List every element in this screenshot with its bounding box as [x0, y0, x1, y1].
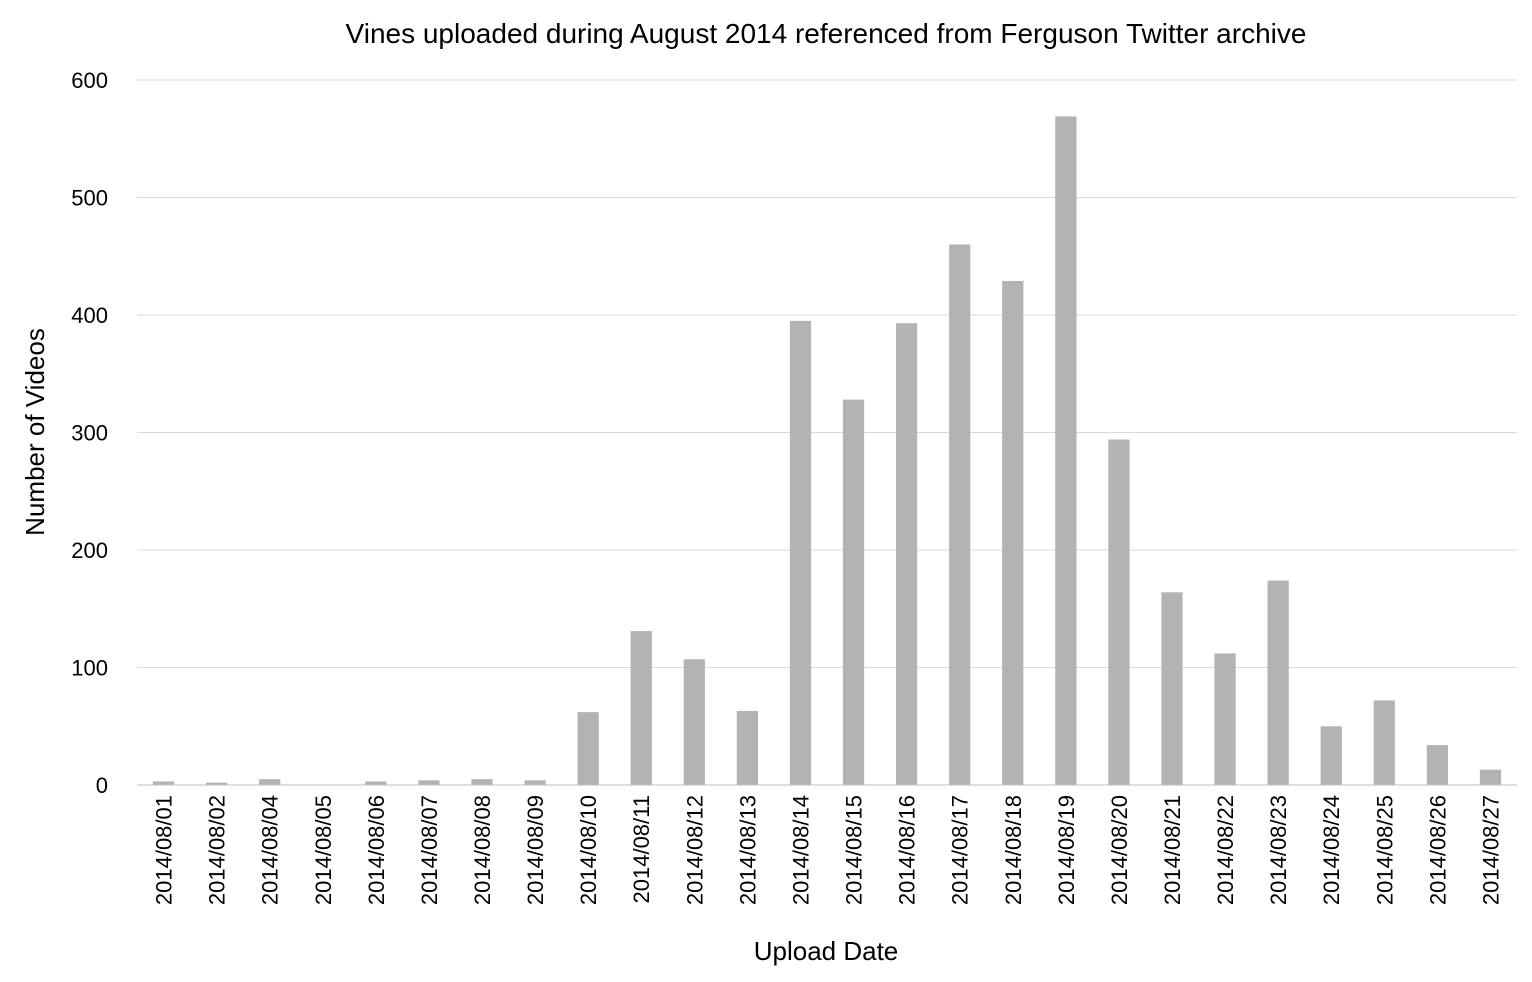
x-tick-label: 2014/08/13: [735, 795, 760, 905]
bar: [1214, 653, 1236, 785]
bar: [1267, 580, 1289, 785]
bar: [1373, 700, 1395, 785]
x-tick-label: 2014/08/27: [1478, 795, 1503, 905]
x-tick-label: 2014/08/02: [205, 795, 230, 905]
x-tick-label: 2014/08/20: [1107, 795, 1132, 905]
x-tick-label: 2014/08/07: [417, 795, 442, 905]
bar: [736, 710, 758, 785]
bar: [1055, 116, 1077, 786]
y-tick-label: 0: [96, 773, 108, 798]
x-tick-label: 2014/08/01: [152, 795, 177, 905]
bar: [1479, 769, 1502, 785]
y-axis-title: Number of Videos: [20, 328, 50, 536]
x-axis-title: Upload Date: [754, 936, 899, 966]
bar: [1002, 280, 1024, 785]
bar: [842, 399, 865, 785]
x-tick-label: 2014/08/08: [470, 795, 495, 905]
x-tick-label: 2014/08/04: [258, 795, 283, 905]
bar: [365, 781, 387, 785]
bar: [206, 782, 228, 785]
bar: [1161, 592, 1183, 785]
bar: [1108, 439, 1130, 785]
x-tick-label: 2014/08/16: [895, 795, 920, 905]
bar: [630, 631, 652, 785]
x-tick-label: 2014/08/18: [1001, 795, 1026, 905]
grid: [137, 79, 1517, 668]
x-axis-ticks: 2014/08/01 2014/08/02 2014/08/04 2014/08/05…: [152, 795, 1504, 905]
y-tick-label: 600: [71, 68, 108, 93]
x-tick-label: 2014/08/17: [948, 795, 973, 905]
y-tick-label: 200: [71, 538, 108, 563]
x-tick-label: 2014/08/05: [311, 795, 336, 905]
bar: [1320, 726, 1342, 785]
bars: [152, 116, 1502, 786]
bar: [471, 779, 493, 785]
x-tick-label: 2014/08/22: [1213, 795, 1238, 905]
x-tick-label: 2014/08/21: [1160, 795, 1185, 905]
x-tick-label: 2014/08/19: [1054, 795, 1079, 905]
bar: [418, 780, 440, 785]
x-tick-label: 2014/08/10: [576, 795, 601, 905]
x-tick-label: 2014/08/09: [523, 795, 548, 905]
bar: [896, 323, 918, 785]
bar: [789, 320, 812, 785]
x-tick-label: 2014/08/14: [788, 795, 813, 905]
y-tick-label: 400: [71, 303, 108, 328]
bar: [1426, 745, 1448, 785]
bar: [577, 712, 599, 785]
x-tick-label: 2014/08/11: [629, 795, 654, 903]
x-tick-label: 2014/08/26: [1425, 795, 1450, 905]
bar: [524, 780, 546, 785]
bar: [259, 779, 281, 785]
y-tick-label: 500: [71, 186, 108, 211]
bar: [683, 659, 705, 785]
bar: [949, 244, 971, 785]
x-tick-label: 2014/08/12: [682, 795, 707, 905]
x-tick-label: 2014/08/25: [1372, 795, 1397, 905]
x-tick-label: 2014/08/23: [1266, 795, 1291, 905]
bar: [152, 781, 175, 785]
chart-title: Vines uploaded during August 2014 refere…: [346, 18, 1307, 49]
x-tick-label: 2014/08/06: [364, 795, 389, 905]
x-tick-label: 2014/08/24: [1319, 795, 1344, 905]
y-tick-label: 300: [71, 421, 108, 446]
y-tick-label: 100: [71, 656, 108, 681]
y-axis-ticks: 0 100 200 300 400 500 600: [71, 68, 108, 798]
x-tick-label: 2014/08/15: [842, 795, 867, 905]
